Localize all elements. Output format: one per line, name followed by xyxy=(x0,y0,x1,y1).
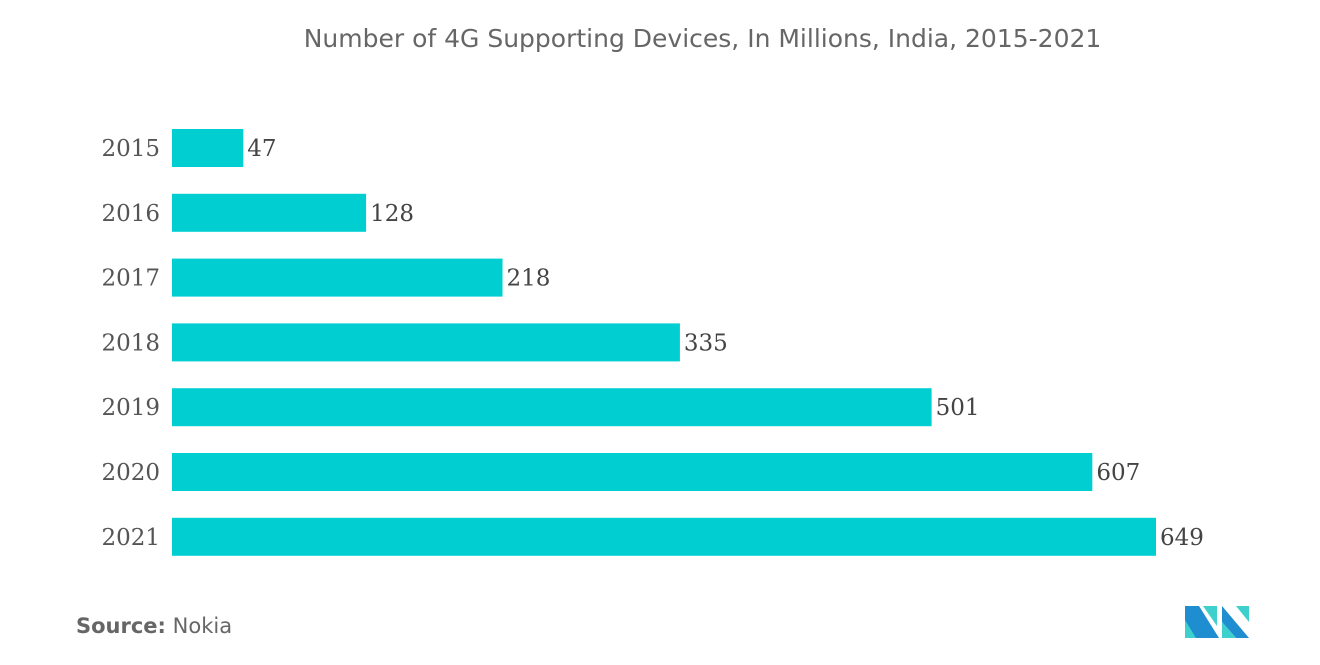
bar-2021 xyxy=(172,517,1156,556)
data-label: 218 xyxy=(507,266,551,292)
bar-2020 xyxy=(172,453,1093,491)
source-note: Source: Nokia xyxy=(76,614,232,638)
category-label: 2018 xyxy=(101,330,160,356)
data-label: 501 xyxy=(936,395,980,421)
bar-2019 xyxy=(172,388,932,427)
bar-2017 xyxy=(172,258,503,297)
category-label: 2016 xyxy=(101,201,160,227)
data-label: 47 xyxy=(247,136,276,162)
data-label: 335 xyxy=(684,330,728,356)
category-label: 2019 xyxy=(101,395,160,421)
category-label: 2021 xyxy=(101,525,160,551)
data-label: 607 xyxy=(1096,460,1140,486)
bar-2018 xyxy=(172,323,680,362)
category-label: 2015 xyxy=(101,136,160,162)
data-label: 128 xyxy=(370,201,414,227)
chart-title: Number of 4G Supporting Devices, In Mill… xyxy=(303,24,1102,53)
bar-2016 xyxy=(172,193,367,232)
data-label: 649 xyxy=(1160,525,1204,551)
source-value: Nokia xyxy=(172,614,233,638)
category-label: 2020 xyxy=(101,460,160,486)
category-label: 2017 xyxy=(101,266,160,292)
source-label: Source: xyxy=(76,614,166,638)
bar-2015 xyxy=(172,129,244,167)
